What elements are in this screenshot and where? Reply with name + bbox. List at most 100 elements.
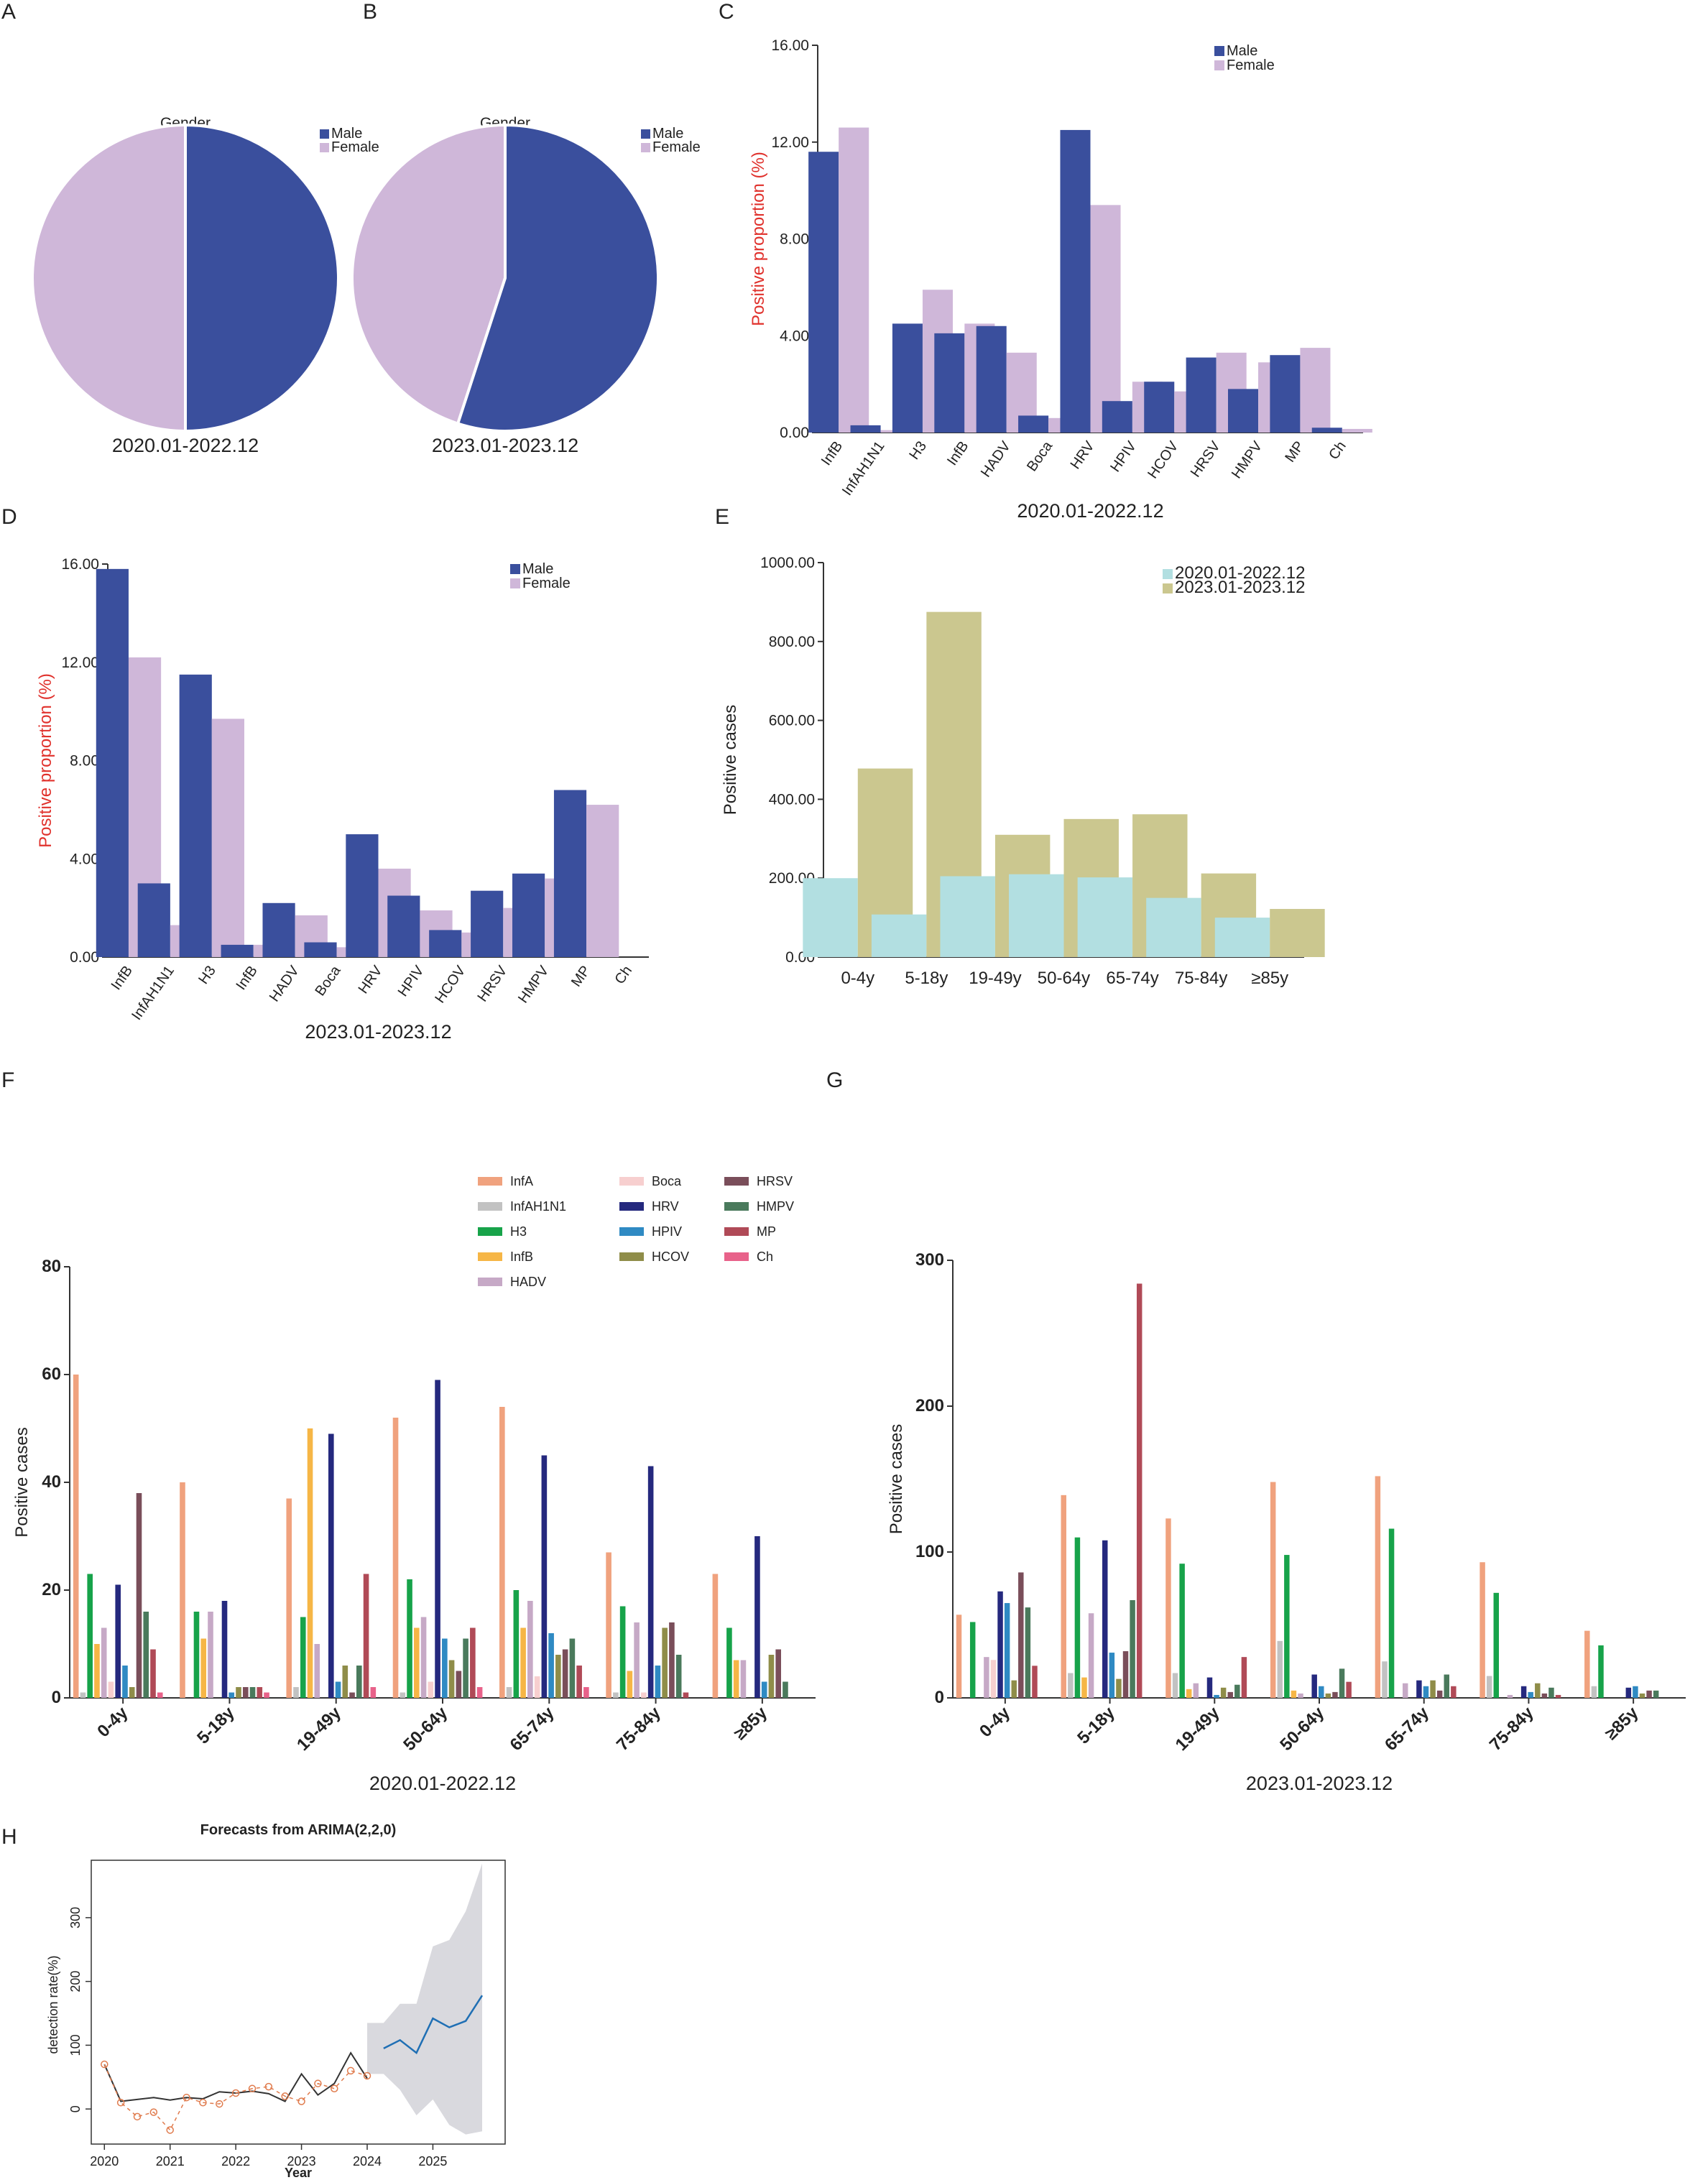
y-axis-title: detection rate(%) [46,1955,60,2054]
bar-infah1n1-1 [1068,1673,1074,1698]
bar-2020-01-2022-12-2 [940,876,995,957]
x-tick-label: 65-74y [507,1703,558,1755]
bar-infa-2 [1165,1518,1171,1698]
x-tick-label: InfAH1N1 [129,963,177,1023]
legend-label-h3: H3 [510,1224,527,1239]
y-tick-label: 0.00 [780,425,809,441]
legend-label-hrsv: HRSV [757,1174,793,1188]
legend-label-ch: Ch [757,1250,773,1264]
fitted-point [116,2099,125,2107]
bar-hmpv-6 [1653,1690,1659,1698]
bar-hrv-4 [541,1455,548,1698]
bar-male-0 [808,152,839,433]
x-tick-label: 65-74y [1381,1703,1433,1755]
y-axis-label: Positive proportion (%) [749,152,768,326]
bar-h3-6 [726,1627,732,1698]
y-axis-label: Positive cases [887,1424,906,1534]
legend-swatch-h3 [478,1227,502,1236]
legend-swatch-hmpv [724,1202,749,1211]
fitted-point [149,2108,158,2116]
legend-label: Female [1227,57,1275,73]
x-tick-label: Boca [1024,438,1056,475]
y-tick-label: 200 [68,1971,83,1992]
legend-label-hpiv: HPIV [652,1224,682,1239]
x-tick-label: 75-84y [1486,1703,1538,1755]
legend-swatch-boca [619,1177,644,1186]
y-tick-label: 100 [68,2034,83,2056]
bar-infb-0 [94,1644,100,1698]
legend-swatch-infa [478,1177,502,1186]
bar-infah1n1-3 [400,1692,406,1698]
y-axis-label: Positive cases [721,705,740,815]
bar-2023-01-2023-12-6 [1270,909,1325,957]
bar-hrsv-5 [1541,1693,1548,1698]
bar-hpiv-6 [761,1681,767,1698]
y-tick-label: 8.00 [70,753,99,770]
bar-infa-1 [180,1482,185,1698]
bar-infa-3 [1270,1482,1276,1698]
y-tick-label: 4.00 [70,851,99,867]
bar-hrv-3 [435,1380,440,1698]
bar-hpiv-1 [1109,1653,1115,1698]
bar-hpiv-0 [122,1666,128,1698]
bar-mp-1 [1136,1283,1142,1698]
fitted-point [281,2092,289,2100]
bar-h3-5 [619,1606,626,1698]
x-tick-label: InfB [818,438,846,468]
x-tick-label: MP [1282,438,1307,465]
y-tick-label: 0.00 [70,949,99,966]
x-tick-label: 0-4y [93,1703,132,1742]
x-tick-label: 2024 [353,2154,382,2169]
bar-hrsv-4 [1436,1690,1443,1698]
bar-hrv-5 [1520,1686,1527,1698]
x-tick-label: HRSV [1188,438,1224,481]
bar-hpiv-3 [1319,1686,1324,1698]
bar-mp-4 [1451,1686,1457,1698]
bar-mp-4 [576,1666,582,1698]
bar-male-5 [304,942,337,957]
bar-hrsv-6 [775,1649,782,1698]
plot-frame [91,1860,506,2145]
bar-ch-0 [157,1692,163,1698]
y-tick-label: 80 [42,1257,61,1276]
bar-hmpv-5 [1548,1687,1554,1698]
y-tick-label: 800.00 [769,634,815,650]
bar-hrv-5 [647,1466,654,1698]
bar-h3-0 [969,1622,976,1698]
bar-hmpv-4 [569,1638,576,1698]
x-tick-label: HPIV [395,963,428,999]
bar-hrv-6 [754,1536,760,1698]
bar-male-7 [1102,401,1132,433]
bar-chart-f: 0 20 40 60 80 Positive cases 0-4y 5-18y 19-49y 50… [12,1257,816,1794]
x-tick-label: 19-49y [969,969,1021,988]
bar-male-0 [96,568,129,957]
line-chart-h: Forecasts from ARIMA(2,2,0) 2020 2021 2022 2… [46,1822,506,2180]
bar-2020-01-2022-12-0 [803,878,858,957]
bar-hmpv-2 [356,1666,362,1698]
bar-h3-4 [1388,1528,1395,1698]
observed-series [103,2051,368,2102]
bar-infah1n1-6 [1591,1686,1597,1698]
legend-label-mp: MP [757,1224,776,1239]
bar-hrsv-1 [242,1687,249,1698]
bar-h3-4 [513,1590,520,1698]
bar-female-2 [211,719,244,957]
bar-infb-3 [1291,1690,1297,1698]
x-tick-label: 75-84y [613,1703,665,1755]
x-tick-label: InfB [944,438,971,468]
x-tick-label: InfB [109,963,136,993]
y-tick-label: 0 [68,2105,83,2112]
x-tick-label: 50-64y [400,1703,451,1755]
bar-hrv-3 [1311,1674,1317,1698]
bar-male-9 [471,890,504,957]
bar-female-6 [1090,205,1121,433]
y-tick-label: 20 [42,1580,61,1599]
bar-hadv-4 [1402,1683,1408,1698]
bar-hcov-6 [1639,1693,1645,1698]
legend-label-hcov: HCOV [652,1250,689,1264]
bar-female-11 [1300,348,1331,433]
bar-hpiv-5 [655,1666,661,1698]
fitted-point [231,2089,240,2097]
x-tick-label: HADV [267,963,303,1005]
bar-male-9 [1186,357,1217,433]
